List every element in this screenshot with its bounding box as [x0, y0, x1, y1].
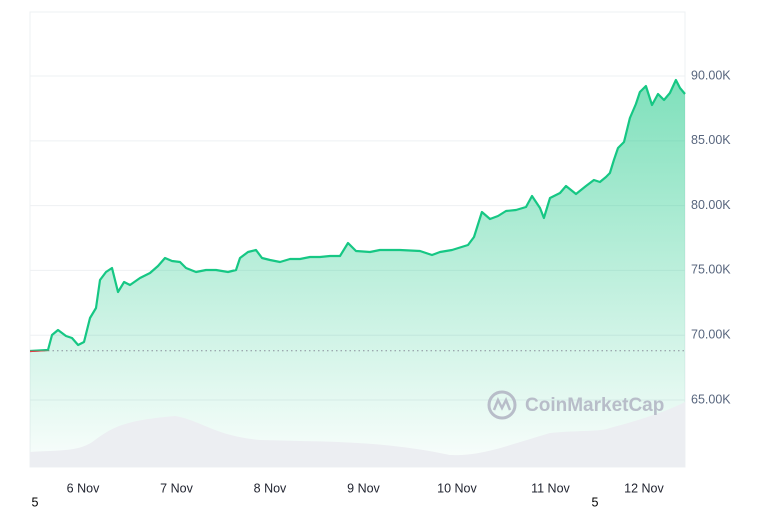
corner-label: 5 — [32, 495, 39, 509]
watermark-logo — [487, 390, 517, 420]
x-tick-label: 10 Nov — [437, 481, 477, 495]
y-tick-label: 65.00K — [691, 392, 731, 406]
y-tick-label: 75.00K — [691, 263, 731, 277]
y-tick-label: 70.00K — [691, 328, 731, 342]
y-tick-label: 85.00K — [691, 133, 731, 147]
price-area — [30, 80, 685, 467]
x-tick-label: 6 Nov — [67, 481, 100, 495]
watermark: CoinMarketCap — [525, 395, 664, 416]
y-tick-label: 90.00K — [691, 68, 731, 82]
price-line — [29, 78, 686, 353]
x-tick-label: 9 Nov — [347, 481, 380, 495]
y-tick-label: 80.00K — [691, 198, 731, 212]
x-tick-label: 12 Nov — [624, 481, 664, 495]
corner-label: 5 — [592, 495, 599, 509]
x-tick-label: 11 Nov — [531, 481, 570, 495]
x-tick-label: 8 Nov — [254, 481, 287, 495]
x-tick-label: 7 Nov — [160, 481, 193, 495]
volume-area — [30, 402, 685, 467]
